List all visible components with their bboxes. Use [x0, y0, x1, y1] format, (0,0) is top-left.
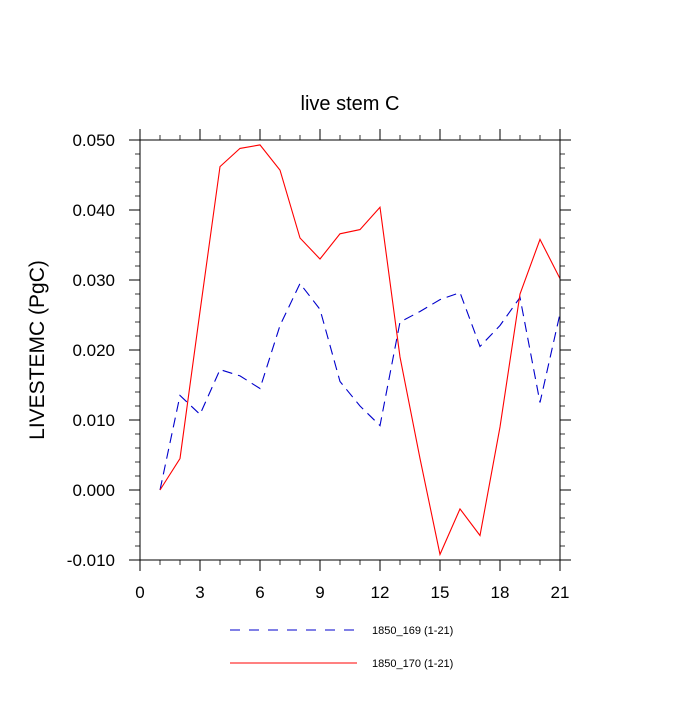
legend-label-2: 1850_170 (1-21) — [372, 658, 453, 670]
y-tick-label: 0.030 — [72, 271, 115, 290]
x-tick-label: 0 — [135, 583, 144, 602]
y-tick-label: -0.010 — [67, 551, 115, 570]
series-line-2 — [159, 144, 561, 557]
x-tick-label: 6 — [255, 583, 264, 602]
y-tick-label: 0.000 — [72, 481, 115, 500]
y-tick-label: 0.050 — [72, 131, 115, 150]
x-tick-label: 21 — [551, 583, 570, 602]
x-tick-label: 18 — [491, 583, 510, 602]
series-line-1 — [159, 282, 561, 491]
chart-title: live stem C — [301, 93, 400, 115]
x-tick-label: 15 — [431, 583, 450, 602]
y-tick-label: 0.040 — [72, 201, 115, 220]
y-tick-label: 0.010 — [72, 411, 115, 430]
x-tick-label: 12 — [371, 583, 390, 602]
y-axis-label: LIVESTEMC (PgC) — [26, 260, 49, 440]
y-tick-label: 0.020 — [72, 341, 115, 360]
legend-label-1: 1850_169 (1-21) — [372, 625, 453, 637]
plot-area: 0 3 6 9 12 15 18 21 -0.010 0.000 0.010 0.020 0.030 0.… — [67, 129, 571, 602]
plot-frame — [139, 139, 561, 561]
x-tick-label: 9 — [315, 583, 324, 602]
x-tick-label: 3 — [195, 583, 204, 602]
legend: 1850_169 (1-21) 1850_170 (1-21) — [230, 625, 453, 670]
